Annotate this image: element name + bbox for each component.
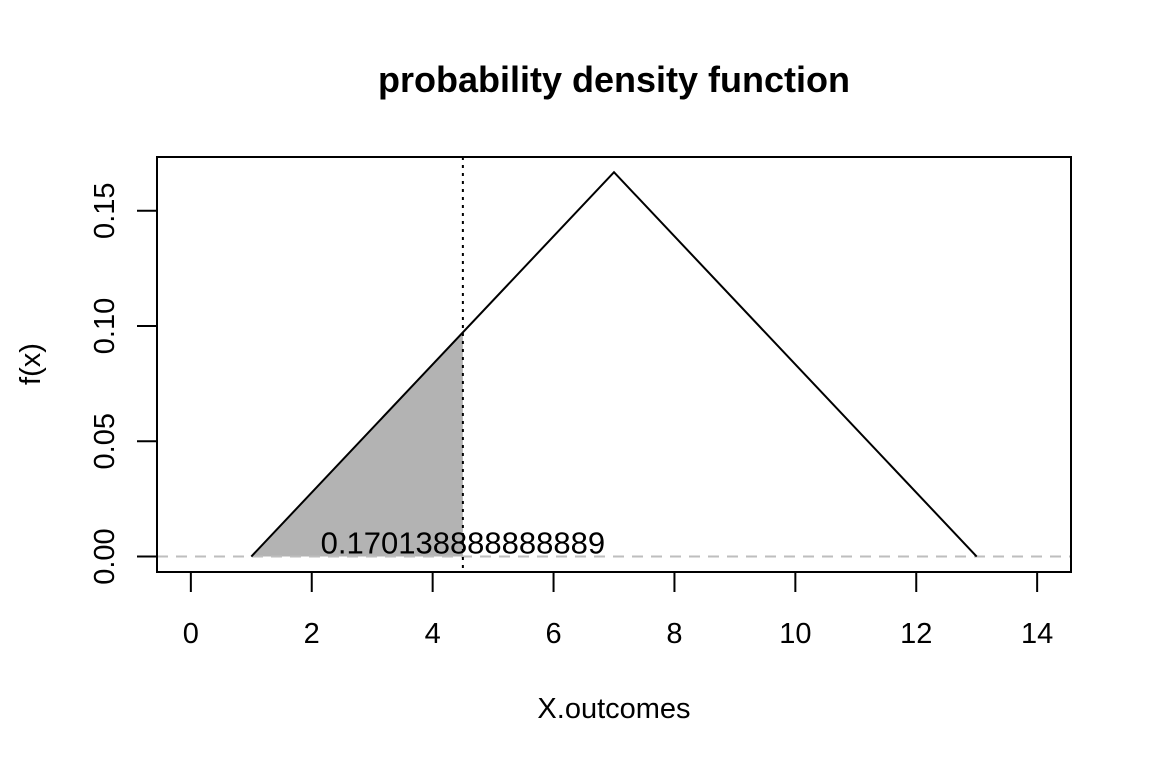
probability-annotation: 0.170138888888889 [321,526,605,561]
x-axis-label: X.outcomes [537,693,690,725]
x-tick-label: 6 [545,618,561,650]
x-tick-label: 0 [183,618,199,650]
y-tick-label: 0.10 [89,298,121,354]
x-tick-label: 12 [900,618,932,650]
density-line [250,170,978,558]
x-tick-label: 10 [779,618,811,650]
y-tick-label: 0.05 [89,413,121,469]
chart-title: probability density function [378,59,850,100]
x-tick-label: 14 [1021,618,1053,650]
x-tick-label: 2 [304,618,320,650]
y-tick-label: 0.15 [89,182,121,238]
y-axis-label: f(x) [15,343,47,385]
y-tick-label: 0.00 [89,528,121,584]
x-tick-label: 4 [425,618,441,650]
x-tick-label: 8 [666,618,682,650]
plot-area: 0.170138888888889 0 2 4 6 8 10 12 14 0.00 0.05 0.10… [89,156,1072,650]
